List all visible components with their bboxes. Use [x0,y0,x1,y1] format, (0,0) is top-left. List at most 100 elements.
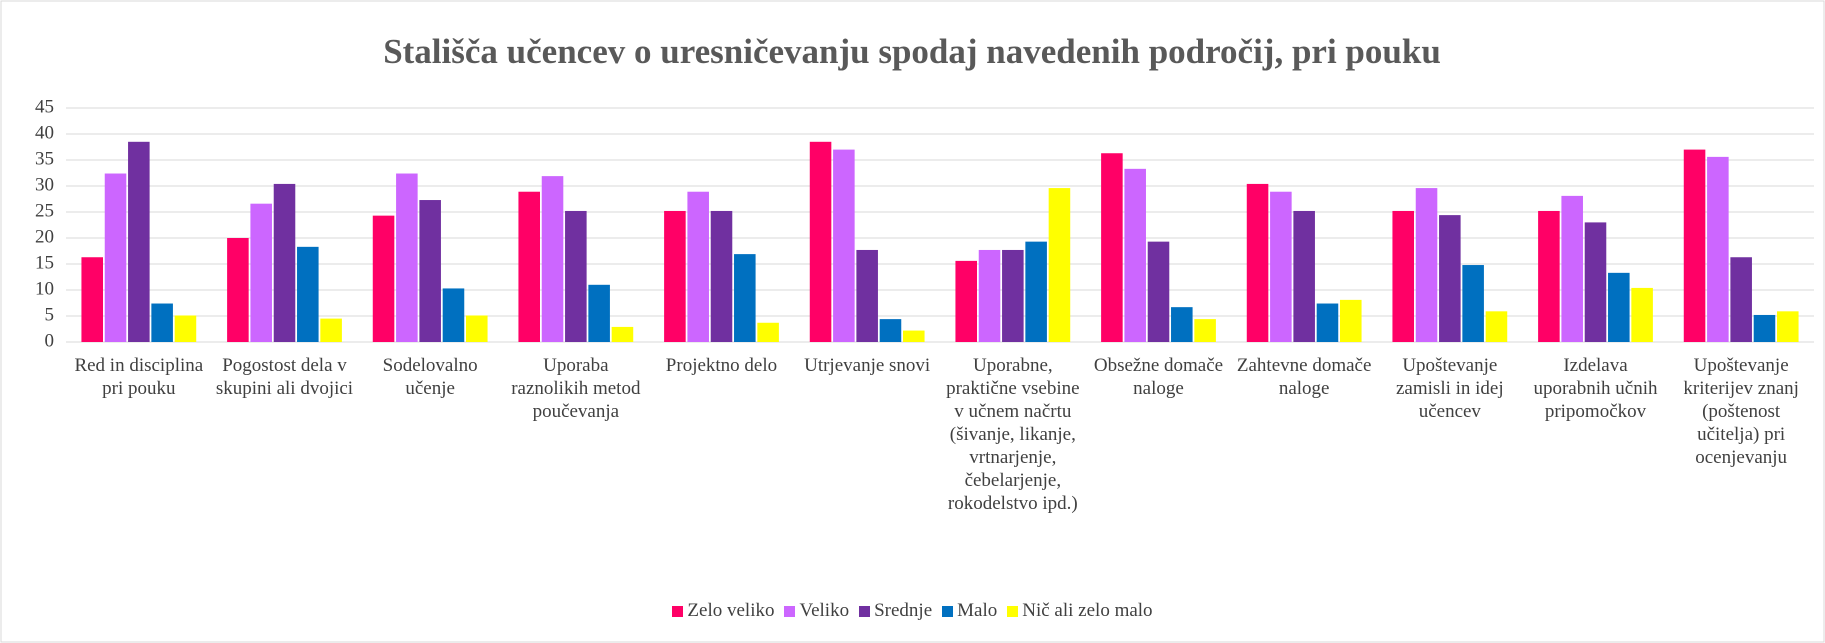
bar [1707,156,1729,342]
bar [1462,265,1484,342]
bar [710,210,733,342]
legend-item: Veliko [784,600,849,622]
bar [1194,319,1216,342]
bar [687,191,709,342]
legend-item: Zelo veliko [672,600,774,622]
bar [809,141,832,342]
bar [1270,191,1292,342]
bar [128,141,150,342]
x-tick-label: Upoštevanje kriterijev znanj (poštenost … [1683,355,1799,468]
x-tick-label: Pogostost dela v skupini ali dvojici [215,355,354,399]
bar [1124,168,1146,342]
bar [757,322,779,342]
bar [1171,307,1193,342]
legend-swatch [784,605,796,617]
x-tick-label: Utrjevanje snovi [804,355,931,376]
bar [1561,195,1583,342]
y-tick-label: 40 [35,122,54,143]
bar [1730,257,1752,342]
legend-item: Srednje [859,600,932,622]
y-tick-label: 35 [35,148,54,169]
y-tick-label: 45 [35,96,54,117]
bar [1485,311,1508,342]
bar [1392,210,1414,342]
bar [518,191,540,342]
legend-swatch [859,605,871,617]
bar [466,315,488,342]
bar [1683,149,1706,342]
bar [320,318,342,342]
bar [1147,241,1170,342]
bar [879,319,902,342]
chart-title: Stališča učencev o uresničevanju spodaj … [383,32,1441,71]
bar [419,200,441,342]
x-tick-label: Uporabne, praktične vsebine v učnem načr… [946,355,1080,514]
bar [1777,311,1799,342]
bar [856,249,878,342]
legend-swatch [672,605,684,617]
bar [442,288,465,342]
y-tick-label: 0 [45,330,55,351]
legend-label: Veliko [799,600,850,621]
y-tick-label: 10 [35,278,54,299]
bar [903,330,925,342]
bar [1246,183,1269,342]
bar [297,246,319,342]
bar [1584,222,1607,342]
bar [1439,215,1461,342]
bar [81,257,103,342]
bar [1293,210,1315,342]
bar [955,260,977,342]
bar [396,173,418,342]
legend: Zelo veliko Veliko Srednje Malo Nič ali zelo… [0,600,1825,622]
x-tick-label: Projektno delo [665,355,778,376]
x-tick-label: Obsežne domače naloge [1093,355,1224,399]
bar [1608,272,1630,342]
bar [565,210,587,342]
bar [1048,188,1071,342]
bar [250,203,272,342]
bar [372,215,395,342]
y-tick-label: 15 [35,252,54,273]
bar [1316,303,1339,342]
bar [611,326,634,342]
bar [978,249,1001,342]
bar [1538,210,1560,342]
bar [541,176,564,342]
x-tick-label: Izdelava uporabnih učnih pripomočkov [1533,355,1658,422]
bar [104,173,127,342]
bar [1025,241,1047,342]
legend-label: Zelo veliko [687,600,775,621]
bar [1101,153,1123,342]
bar [1340,299,1362,342]
legend-swatch [942,605,954,617]
y-tick-label: 30 [35,174,54,195]
y-tick-label: 25 [35,200,54,221]
legend-item: Nič ali zelo malo [1007,600,1153,622]
bar [1753,314,1776,342]
bar [1631,287,1653,342]
bar [664,210,686,342]
bar [174,315,197,342]
bar [227,238,249,342]
x-tick-label: Red in disciplina pri pouku [74,355,204,399]
bar [1002,249,1024,342]
bar [1415,188,1438,342]
y-tick-label: 20 [35,226,54,247]
bar [833,149,855,342]
bar [588,284,610,342]
bar [151,303,173,342]
x-tick-label: Zahtevne domače naloge [1236,355,1372,399]
legend-item: Malo [942,600,997,622]
bar [273,183,296,342]
legend-label: Srednje [874,600,933,621]
y-tick-label: 5 [45,304,55,325]
x-tick-label: Sodelovalno učenje [382,355,478,399]
legend-swatch [1007,605,1019,617]
bar [734,254,756,342]
legend-label: Malo [957,600,998,621]
x-tick-label: Uporaba raznolikih metod poučevanja [511,355,641,422]
x-tick-label: Upoštevanje zamisli in idej učencev [1396,355,1504,422]
